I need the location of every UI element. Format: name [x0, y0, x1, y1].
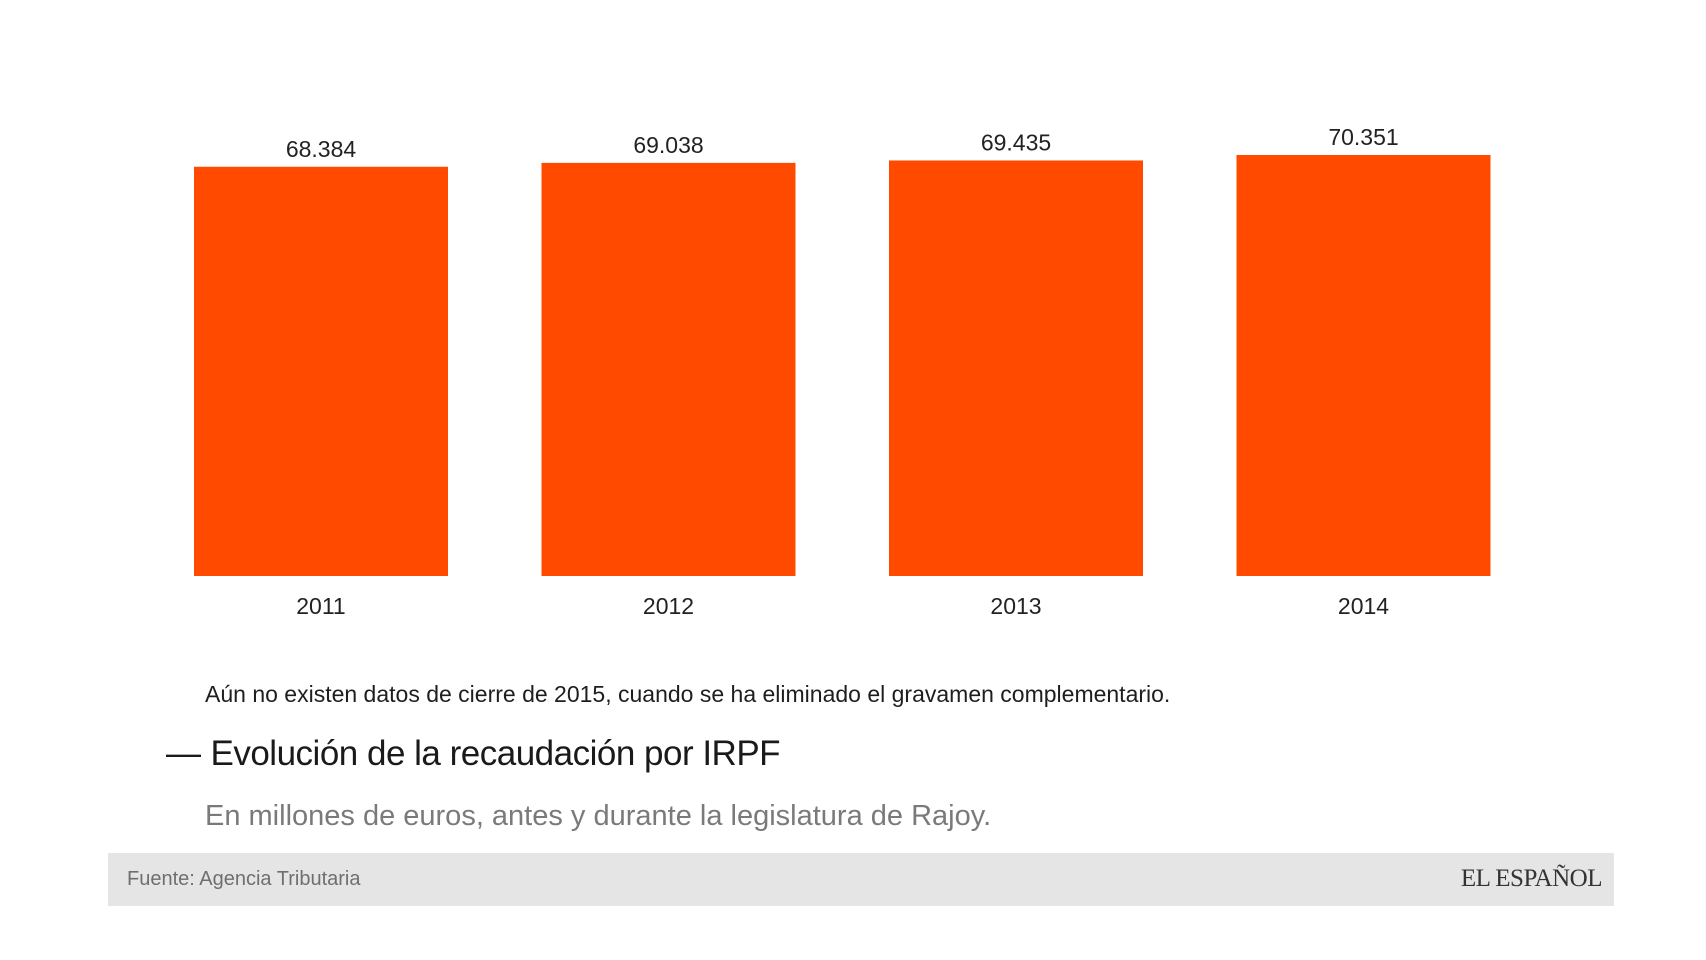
brand-logo: EL ESPAÑOL: [1460, 865, 1603, 892]
chart-title: — Evolución de la recaudación por IRPF: [166, 734, 781, 774]
footer-bar: Fuente: Agencia Tributaria EL ESPAÑOL: [108, 853, 1614, 906]
bar-2014: [1236, 155, 1491, 576]
value-label-2011: 68.384: [286, 136, 357, 162]
category-label-2013: 2013: [990, 593, 1041, 619]
category-label-2014: 2014: [1338, 593, 1389, 619]
title-dash: —: [166, 734, 201, 773]
value-label-2013: 69.435: [981, 129, 1051, 155]
bar-2013: [889, 160, 1143, 576]
category-label-2012: 2012: [643, 593, 694, 619]
chart-note: Aún no existen datos de cierre de 2015, …: [205, 681, 1171, 707]
category-label-2011: 2011: [296, 593, 345, 619]
bar-chart: 68.384 2011 69.038 2012 69.435 2013 70.351 2014: [194, 124, 1491, 619]
source-text: Fuente: Agencia Tributaria: [127, 868, 361, 890]
chart-subtitle: En millones de euros, antes y durante la…: [205, 800, 992, 832]
value-label-2014: 70.351: [1328, 124, 1398, 150]
bar-2011: [194, 166, 448, 577]
bar-2012: [541, 162, 796, 576]
chart-title-text: Evolución de la recaudación por IRPF: [210, 734, 781, 773]
value-label-2012: 69.038: [633, 132, 703, 158]
